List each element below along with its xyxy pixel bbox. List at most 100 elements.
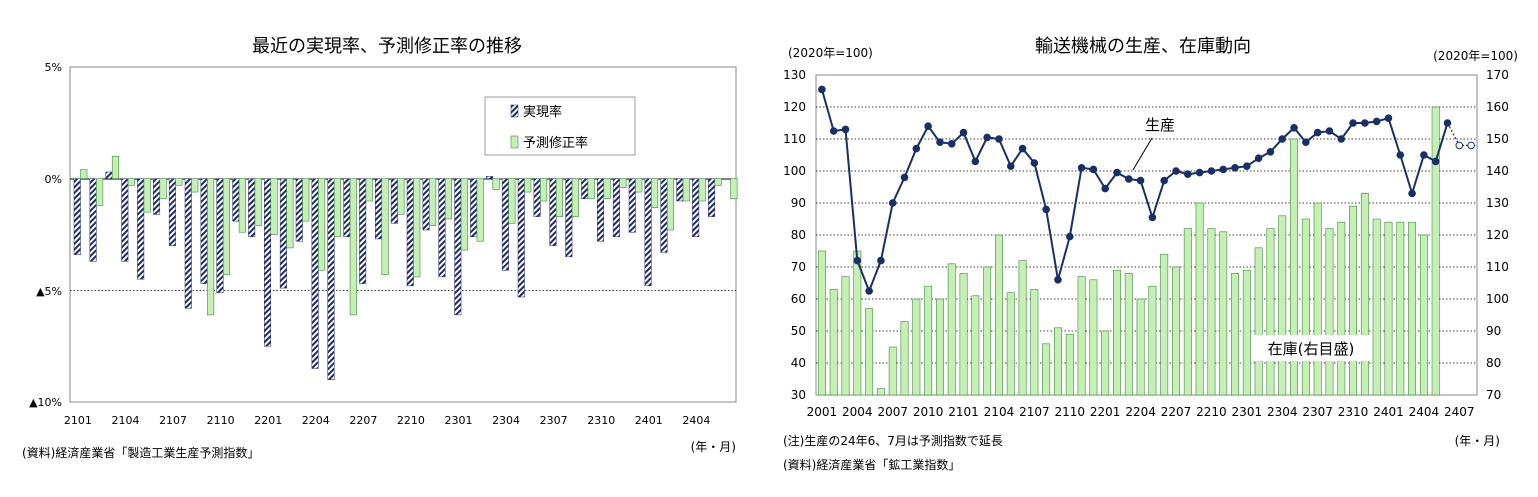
bar-realization	[676, 178, 684, 202]
bar-inventory	[865, 308, 874, 396]
right-chart: 輸送機械の生産、在庫動向 (2020年=100) (2020年=100) 130…	[783, 36, 1518, 472]
right-y-left-tick-label: 70	[791, 260, 806, 274]
bar-realization	[549, 178, 557, 246]
bar-inventory	[1384, 221, 1393, 396]
bar-revision	[476, 178, 484, 242]
production-point	[1184, 170, 1192, 178]
bar-revision	[587, 178, 595, 200]
production-point	[1018, 144, 1027, 153]
bar-inventory	[1183, 228, 1192, 396]
bar-inventory	[924, 285, 933, 396]
bar-revision	[714, 178, 722, 186]
bar-inventory	[1325, 228, 1334, 396]
bar-realization	[248, 178, 256, 237]
production-point	[1148, 213, 1157, 222]
left-legend: 実現率 予測修正率	[484, 96, 636, 156]
bar-revision	[365, 178, 373, 202]
right-x-tick-label: 2007	[877, 405, 908, 419]
production-point	[1243, 162, 1251, 170]
bar-realization	[565, 178, 573, 258]
bar-inventory	[841, 276, 850, 396]
left-chart: 最近の実現率、予測修正率の推移 5% 0% ▲5% ▲10% 2101 2104 2…	[22, 36, 738, 460]
bar-inventory	[947, 263, 956, 396]
bar-inventory	[959, 273, 968, 396]
right-y-right-tick-label: 130	[1486, 196, 1509, 210]
left-x-tick-label: 2104	[112, 414, 140, 427]
left-y-tick-label: 5%	[45, 61, 62, 74]
bar-realization	[612, 178, 620, 237]
right-right-unit: (2020年=100)	[1433, 49, 1518, 63]
right-y-right-tick-label: 80	[1486, 356, 1501, 370]
right-y-left-tick-label: 130	[783, 68, 806, 82]
bar-realization	[533, 178, 541, 217]
production-point	[877, 256, 885, 265]
right-inventory-bars	[817, 106, 1440, 396]
bar-revision	[222, 178, 231, 276]
production-point	[1384, 114, 1393, 122]
right-x-tick-label: 2404	[1409, 405, 1440, 419]
right-left-unit: (2020年=100)	[788, 46, 873, 60]
bar-realization	[137, 178, 145, 280]
legend-swatch-revision	[510, 135, 519, 149]
production-point	[1195, 168, 1204, 177]
right-y-left-tick-label: 50	[791, 324, 806, 338]
right-x-tick-label: 2201	[1090, 405, 1121, 419]
production-point	[853, 256, 862, 265]
right-y-left-tick-label: 60	[791, 292, 806, 306]
production-point	[1089, 165, 1098, 174]
production-point	[1042, 205, 1050, 214]
right-y-right-tick-label: 140	[1486, 164, 1509, 178]
bar-inventory	[1124, 273, 1133, 396]
bar-revision	[333, 178, 342, 238]
bar-realization	[628, 178, 636, 233]
bar-revision	[96, 178, 104, 206]
bar-inventory	[1113, 269, 1121, 396]
bar-revision	[318, 178, 326, 271]
left-x-tick-label: 2207	[349, 414, 377, 427]
right-y-right-tick-label: 160	[1486, 100, 1509, 114]
bar-revision	[207, 178, 215, 316]
bar-revision	[651, 178, 659, 209]
bar-revision	[397, 178, 405, 215]
bar-inventory	[1219, 231, 1228, 396]
production-point	[959, 128, 968, 137]
bar-inventory	[888, 346, 897, 396]
left-source: (資料)経済産業省「製造工業生産予測指数」	[22, 445, 259, 460]
right-source: (資料)経済産業省「鉱工業指数」	[783, 457, 960, 472]
production-label: 生産	[1145, 116, 1175, 134]
bar-inventory	[1077, 276, 1086, 396]
bar-inventory	[1301, 218, 1310, 396]
bar-inventory	[1231, 273, 1239, 396]
right-y-right-tick-labels: 170 160 150 140 130 120 110 100 90 80 70	[1486, 68, 1509, 402]
bar-inventory	[912, 298, 921, 396]
right-x-tick-label: 2010	[913, 405, 944, 419]
left-x-tick-label: 2110	[207, 414, 235, 427]
bar-realization	[105, 171, 113, 179]
bar-revision	[508, 178, 516, 224]
production-point	[1302, 138, 1310, 146]
bar-revision	[603, 178, 611, 200]
bar-realization	[438, 178, 446, 278]
left-y-tick-label: ▲5%	[36, 285, 62, 298]
bar-inventory	[1419, 234, 1428, 396]
right-note: (注)生産の24年6、7月は予測指数で延長	[783, 433, 1003, 448]
production-point	[924, 122, 932, 130]
bar-inventory	[1030, 289, 1039, 396]
bar-realization	[501, 178, 509, 271]
bar-inventory	[876, 388, 885, 396]
left-legend-box	[484, 96, 636, 156]
bar-revision	[127, 178, 135, 186]
bar-inventory	[1018, 260, 1027, 396]
bar-revision	[270, 178, 278, 235]
bar-revision	[682, 178, 690, 202]
bar-realization	[581, 178, 589, 200]
bar-inventory	[1266, 228, 1275, 396]
left-x-tick-label: 2201	[254, 414, 282, 427]
right-y-left-tick-label: 120	[783, 100, 806, 114]
left-x-tick-label: 2101	[64, 414, 92, 427]
right-y-right-tick-label: 100	[1486, 292, 1509, 306]
right-x-tick-label: 2104	[984, 405, 1015, 419]
production-point	[829, 127, 838, 135]
bar-realization	[279, 178, 287, 289]
production-point	[1266, 148, 1275, 156]
